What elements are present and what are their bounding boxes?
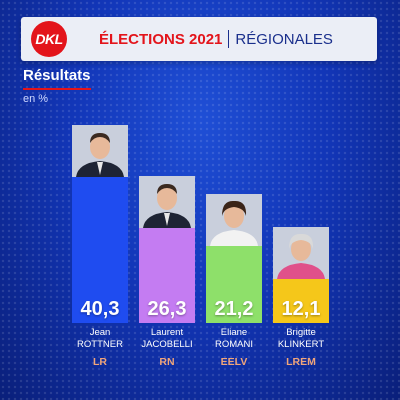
header-subtitle: RÉGIONALES [235,30,333,48]
party-label: EELV [220,356,248,368]
section-unit: en % [23,93,49,105]
candidate-photo [72,125,128,177]
result-value-label: 40,3 [80,298,120,320]
candidate-photo [206,194,262,246]
candidate-last-name: ROTTNER [77,339,123,350]
result-bar: 40,3 [72,177,128,323]
candidate-name: Eliane ROMANI [200,327,268,351]
candidate-first-name: Brigitte [286,327,316,338]
section-title: Résultats [23,67,91,84]
candidate-photo [139,176,195,228]
party-label: LREM [286,356,316,368]
candidate-first-name: Eliane [220,327,248,338]
header-banner: DKL ÉLECTIONS 2021 RÉGIONALES [21,17,377,61]
candidate-name: Laurent JACOBELLI [133,327,201,351]
header-separator [228,30,230,48]
result-bar: 21,2 [206,246,262,323]
result-value-label: 26,3 [147,298,187,320]
section-title-underline [23,88,91,90]
result-bar: 26,3 [139,228,195,323]
candidate-last-name: KLINKERT [277,339,325,350]
candidate-name: Brigitte KLINKERT [267,327,335,351]
candidate-photo [273,227,329,279]
result-value-label: 12,1 [281,298,321,320]
party-label: LR [93,356,107,368]
dkl-logo: DKL [31,21,67,57]
candidate-last-name: JACOBELLI [141,339,193,350]
header-title-row: ÉLECTIONS 2021 RÉGIONALES [99,17,333,61]
candidate-first-name: Jean [89,327,111,338]
candidate-name: Jean ROTTNER [66,327,134,351]
candidate-last-name: ROMANI [215,339,253,350]
party-label: RN [159,356,175,368]
header-title: ÉLECTIONS 2021 [99,30,223,48]
result-value-label: 21,2 [214,298,254,320]
result-bar: 12,1 [273,279,329,323]
candidate-first-name: Laurent [150,327,184,338]
